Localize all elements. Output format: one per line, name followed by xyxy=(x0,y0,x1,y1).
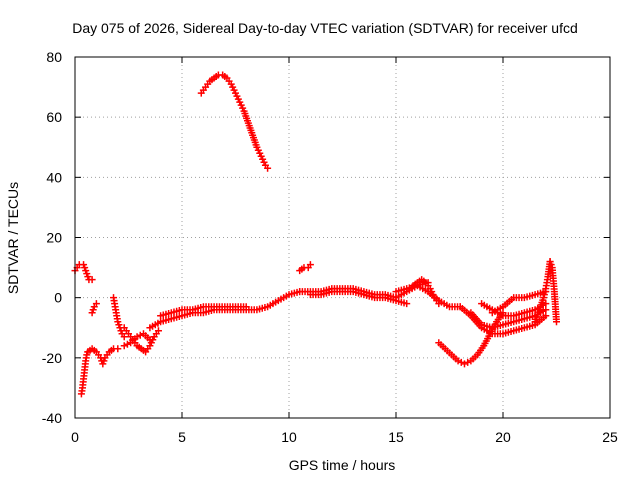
data-point xyxy=(88,276,96,284)
y-axis-label: SDTVAR / TECUs xyxy=(5,182,21,294)
data-point xyxy=(454,357,462,365)
data-point xyxy=(403,300,411,308)
x-tick-label: 15 xyxy=(388,429,404,445)
data-point xyxy=(146,336,154,344)
data-point xyxy=(542,312,550,320)
data-point xyxy=(553,318,560,326)
data-point xyxy=(120,333,128,341)
data-point xyxy=(542,306,550,314)
grid-lines xyxy=(75,57,610,418)
y-tick-label: 0 xyxy=(54,290,62,306)
data-points xyxy=(71,71,560,398)
data-point xyxy=(123,340,131,348)
data-point xyxy=(120,342,128,350)
data-point xyxy=(464,358,472,366)
y-tick-label: 20 xyxy=(46,230,62,246)
x-tick-label: 0 xyxy=(71,429,79,445)
x-axis-label: GPS time / hours xyxy=(289,457,396,473)
data-point xyxy=(457,358,465,366)
x-tick-label: 5 xyxy=(178,429,186,445)
axis-ticks: 0 5 10 15 20 25 -40 -20 0 20 40 60 80 xyxy=(42,49,618,445)
y-tick-label: 40 xyxy=(46,169,62,185)
data-point xyxy=(114,345,122,353)
data-point xyxy=(242,303,250,311)
y-tick-label: 80 xyxy=(46,49,62,65)
x-tick-label: 10 xyxy=(281,429,297,445)
x-tick-label: 25 xyxy=(602,429,618,445)
data-point xyxy=(435,300,443,308)
y-tick-label: -20 xyxy=(42,350,62,366)
data-point xyxy=(92,300,100,308)
chart-title: Day 075 of 2026, Sidereal Day-to-day VTE… xyxy=(72,20,578,36)
data-point xyxy=(306,261,314,269)
x-tick-label: 20 xyxy=(495,429,511,445)
y-tick-label: 60 xyxy=(46,109,62,125)
y-tick-label: -40 xyxy=(42,410,62,426)
data-point xyxy=(133,333,141,341)
data-point xyxy=(154,327,162,335)
data-point xyxy=(264,164,272,172)
data-point xyxy=(460,360,468,368)
data-point xyxy=(542,300,550,308)
